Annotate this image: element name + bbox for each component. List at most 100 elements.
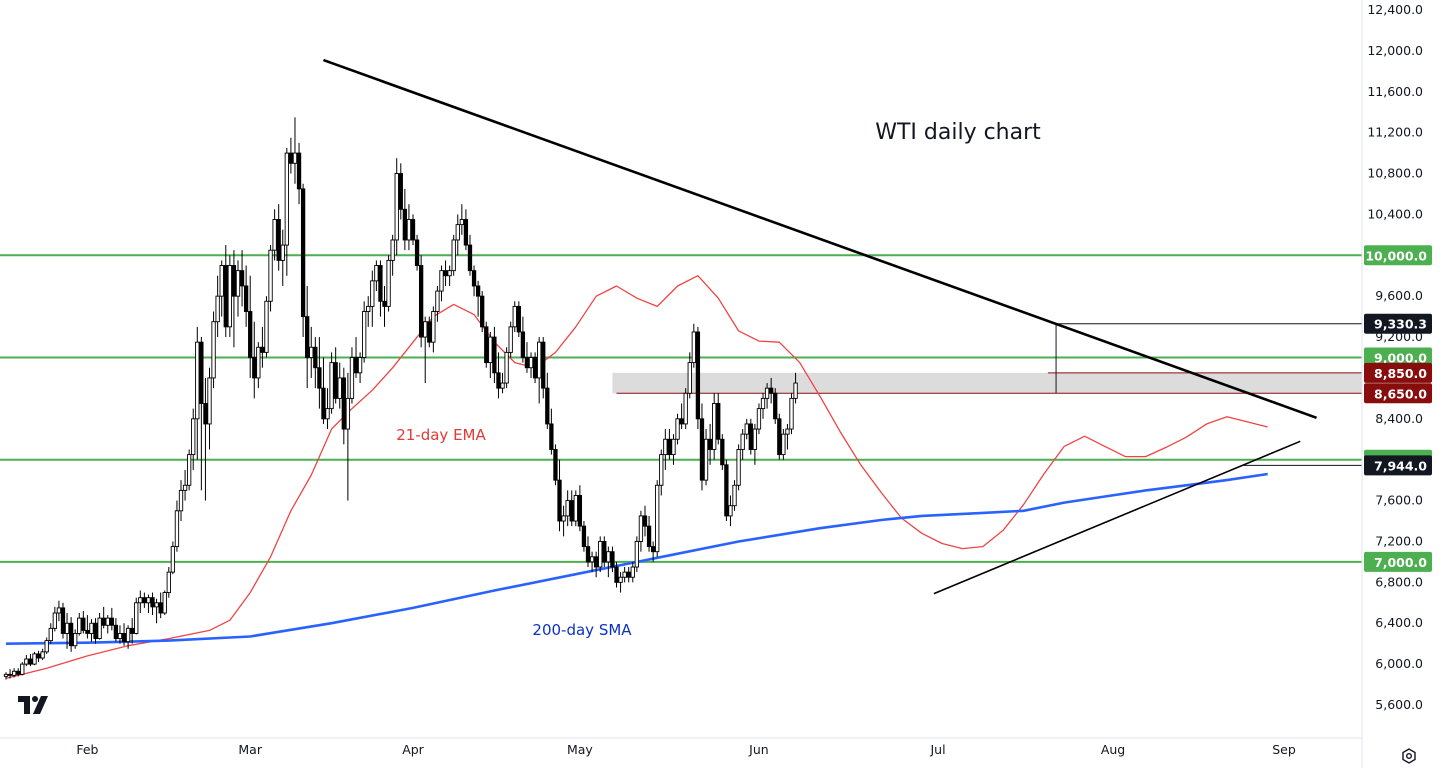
candle [431,306,436,353]
candle [276,204,281,271]
candle-body [89,622,94,634]
candle-body [235,270,241,297]
candle-body [773,392,778,420]
candle [557,459,562,532]
candle [516,301,521,338]
candle-body [20,663,25,675]
y-tick-label: 5,600.0 [1375,697,1423,712]
candle-body [349,357,355,399]
candle-body [492,336,497,374]
candle-body [309,346,314,358]
candle [186,449,192,491]
candle-body [500,382,505,389]
candle [602,536,607,568]
candle [418,255,424,348]
price-label: 7,944.0 [1364,455,1432,476]
candle [638,510,644,552]
candle [93,618,98,644]
candle-body [602,541,607,563]
candle [11,668,17,678]
candle-body [370,280,375,307]
x-tick-label: Aug [1101,742,1125,757]
candle-body [7,673,13,676]
candle [296,142,302,205]
candle [239,250,245,307]
candle-body [394,173,399,241]
candle-body [321,387,326,420]
candle-body [36,653,41,659]
candle-body [186,454,192,486]
candle-body [423,321,428,338]
price-label-text: 9,330.3 [1374,317,1427,332]
candle [565,490,570,527]
resistance-zone [612,372,1362,394]
candle-body [109,617,114,626]
candle-body [239,270,245,287]
candle-body [777,418,782,456]
candle [646,515,652,552]
candle-body [646,525,652,548]
candle-body [52,612,57,629]
candle-body [362,311,367,358]
candle [382,285,387,327]
candle-body [459,219,464,226]
candle [146,594,151,614]
sma-line [5,472,1268,645]
candle-body [439,270,444,292]
candle-body [353,357,359,374]
candle-body [691,331,696,364]
price-label-box [1364,245,1432,266]
candle-body [93,622,98,640]
candle [345,372,351,501]
candle [256,342,261,389]
candle [130,618,135,644]
candle-body [24,658,29,665]
candle-body [712,403,717,450]
candle [675,413,680,445]
x-tick-label: May [567,742,593,757]
candle [463,209,469,251]
candle [235,260,241,317]
candle [439,265,444,302]
candle [480,291,485,332]
candle [158,592,163,619]
candle [728,495,733,527]
candle [166,567,171,598]
candle-body [463,219,469,246]
price-label: 8,850.0 [1364,362,1432,383]
candle-body [40,651,45,659]
y-tick-label: 6,000.0 [1375,656,1423,671]
candle [223,245,228,338]
candle-body [655,484,660,553]
candle-body [260,346,265,353]
candle-body [264,300,269,353]
candle-body [764,387,770,399]
candle [154,598,159,624]
candle-body [626,571,631,578]
candle-body [329,362,334,410]
candle-body [679,418,684,425]
candle-body [488,336,493,364]
candle-body [707,438,713,450]
settings-icon[interactable] [1402,748,1416,764]
candle-body [581,525,587,548]
candle [268,245,273,312]
candle-body [374,265,379,282]
candle [170,541,176,575]
candle [390,234,395,276]
candle [40,648,45,661]
candle-body [166,571,171,594]
candle [81,610,86,634]
candle [48,623,53,644]
candle [117,625,123,644]
candle-body [203,403,208,425]
candle [671,434,676,465]
candle-body [56,607,62,614]
candle-body [756,408,762,430]
candle [215,275,220,338]
candle [305,285,310,389]
candle [707,423,713,465]
candle [150,592,155,616]
candle [370,270,375,327]
candle [659,449,664,496]
